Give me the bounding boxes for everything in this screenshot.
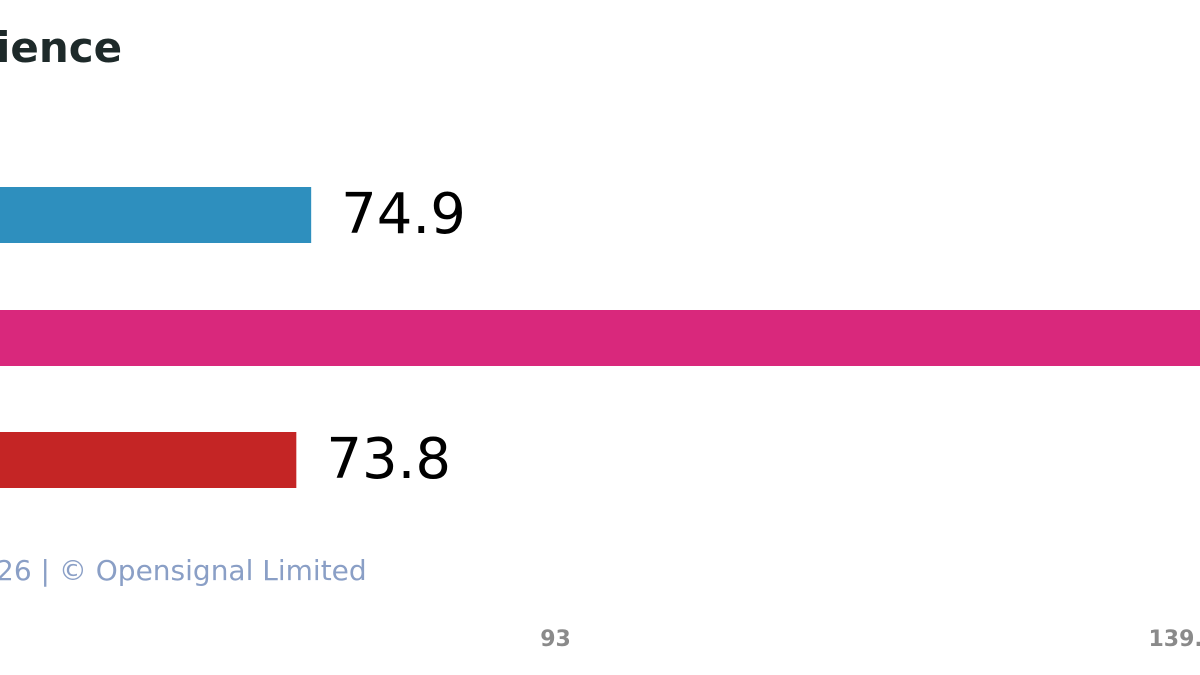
value-label: 74.9: [341, 182, 466, 247]
bar: [0, 432, 297, 488]
chart-title: ience: [0, 23, 122, 72]
source: 26 | © Opensignal Limited: [0, 554, 367, 587]
value-label: 73.8: [326, 427, 451, 492]
x-tick-label: 139.5: [1148, 627, 1200, 652]
x-tick-label: 93: [540, 627, 571, 652]
bar: [0, 187, 312, 243]
bar: [0, 310, 1200, 366]
